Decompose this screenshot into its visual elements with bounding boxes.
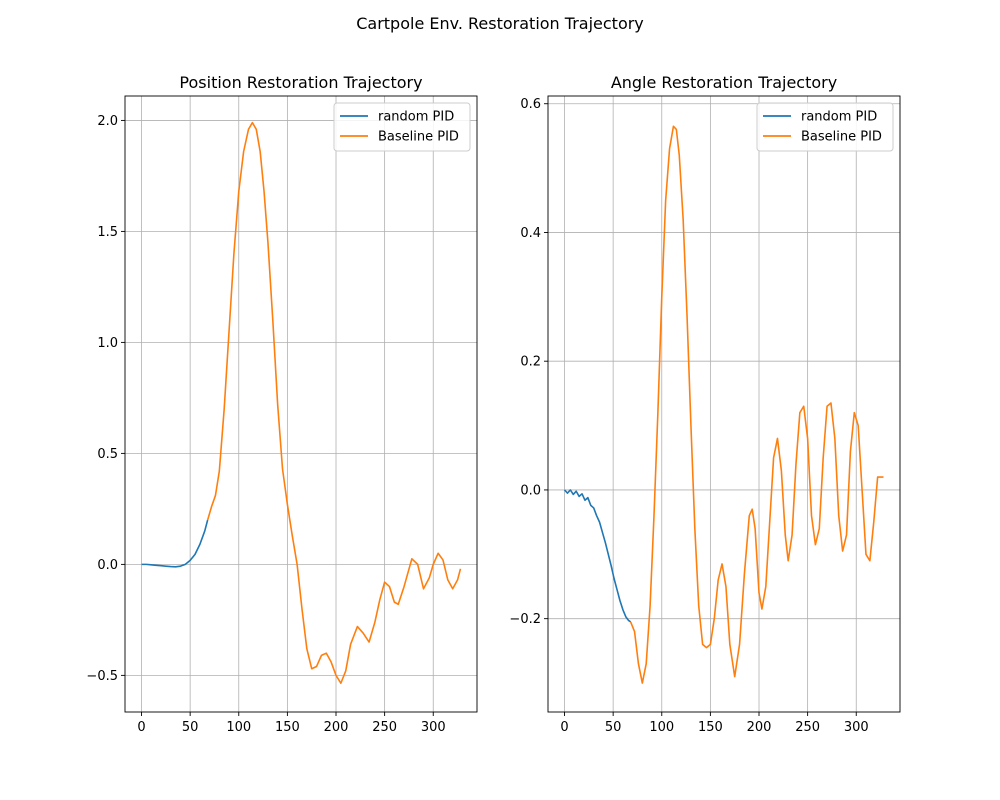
angle-xtick-label-5: 250: [795, 720, 820, 735]
position-legend: random PID Baseline PID: [333, 102, 471, 152]
angle-legend-label-0: random PID: [801, 110, 877, 125]
position-chart-title: Position Restoration Trajectory: [179, 73, 422, 92]
position-xtick-label-6: 300: [421, 720, 446, 735]
angle-ytick-label-2: 0.2: [520, 355, 541, 370]
angle-ytick-label-4: 0.6: [520, 97, 541, 112]
position-xtick-label-0: 0: [137, 720, 145, 735]
position-ytick-label-5: 2.0: [97, 114, 118, 129]
position-series-random-pid-line: [141, 519, 209, 568]
position-ytick-label-3: 1.0: [97, 336, 118, 351]
position-legend-label-0: random PID: [378, 110, 454, 125]
angle-legend: random PID Baseline PID: [756, 102, 894, 152]
position-chart: Position Restoration Trajectory 0 50 100 15…: [86, 73, 478, 735]
position-axes-frame: [124, 95, 478, 713]
angle-ytick-label-0: −0.2: [509, 612, 541, 627]
figure-title: Cartpole Env. Restoration Trajectory: [356, 14, 644, 33]
position-xtick-label-1: 50: [182, 720, 199, 735]
angle-legend-label-1: Baseline PID: [801, 130, 882, 145]
position-ytick-label-2: 0.5: [97, 447, 118, 462]
angle-xtick-label-1: 50: [605, 720, 622, 735]
angle-xtick-label-4: 200: [747, 720, 772, 735]
angle-ytick-label-1: 0.0: [520, 483, 541, 498]
angle-xtick-label-2: 100: [649, 720, 674, 735]
position-ytick-label-1: 0.0: [97, 558, 118, 573]
angle-legend-box: [756, 102, 894, 152]
position-xtick-label-5: 250: [372, 720, 397, 735]
angle-xtick-label-3: 150: [698, 720, 723, 735]
position-legend-box: [333, 102, 471, 152]
angle-xtick-label-6: 300: [844, 720, 869, 735]
position-xtick-label-2: 100: [226, 720, 251, 735]
angle-chart-title: Angle Restoration Trajectory: [611, 73, 837, 92]
angle-series-baseline-pid-line: [629, 125, 884, 684]
angle-chart: Angle Restoration Trajectory 0 50 100 150 20…: [509, 73, 901, 735]
position-ytick-label-0: −0.5: [86, 669, 118, 684]
position-legend-label-1: Baseline PID: [378, 130, 459, 145]
position-series-baseline-pid-line: [206, 121, 462, 684]
position-ytick-label-4: 1.5: [97, 225, 118, 240]
position-xtick-label-4: 200: [324, 720, 349, 735]
angle-axes-frame: [547, 95, 901, 713]
angle-ytick-label-3: 0.4: [520, 226, 541, 241]
position-xtick-label-3: 150: [275, 720, 300, 735]
angle-series-random-pid-line: [563, 489, 632, 623]
angle-xtick-label-0: 0: [560, 720, 568, 735]
